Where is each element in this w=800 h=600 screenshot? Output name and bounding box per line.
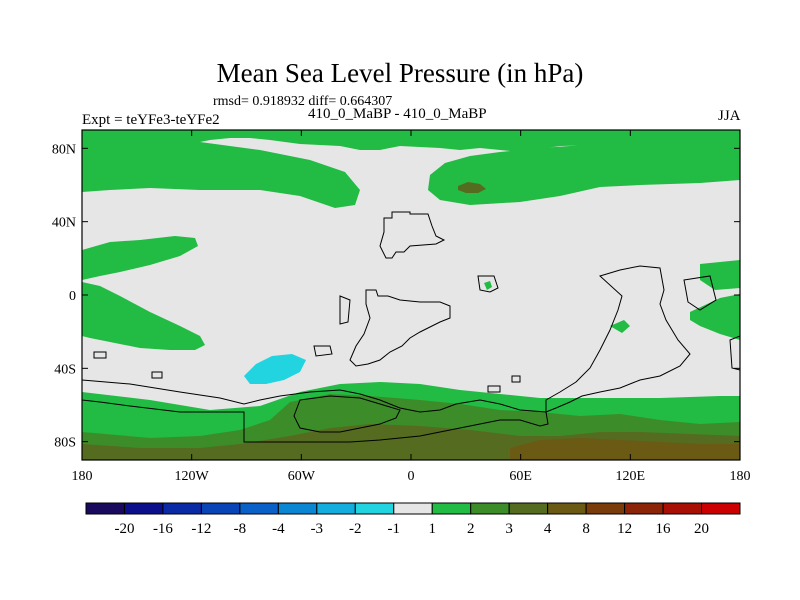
lon-tick-label: 180: [730, 469, 751, 484]
lat-tick-label: 80S: [54, 436, 76, 451]
colorbar-swatch: [200, 502, 241, 515]
colorbar-label: -3: [311, 521, 324, 537]
colorbar-label: 1: [428, 521, 436, 537]
north-band-east: [428, 142, 740, 205]
colorbar-swatch: [585, 502, 626, 515]
east-indian-patch: [610, 320, 630, 333]
lon-tick-label: 120W: [175, 469, 210, 484]
colorbar-label: 3: [505, 521, 513, 537]
colorbar-swatch: [354, 502, 395, 515]
colorbar-swatch: [162, 502, 202, 515]
tropical-west-band-south: [82, 282, 205, 350]
central-small-patch: [484, 281, 492, 290]
experiment-label: Expt = teYFe3-teYFe2: [82, 112, 220, 128]
colorbar-swatch: [316, 502, 356, 515]
colorbar-label: -8: [234, 521, 247, 537]
colorbar-label: -20: [114, 521, 134, 537]
lon-tick-label: 60W: [288, 469, 316, 484]
map-panel: [82, 130, 740, 460]
lat-tick-label: 40N: [52, 216, 76, 231]
stats-label: rmsd= 0.918932 diff= 0.664307: [213, 94, 393, 109]
colorbar-swatch: [662, 502, 703, 515]
colorbar-swatch: [431, 502, 472, 515]
colorbar: -20 -16 -12 -8 -4 -3 -2 -1 1 2 3 4 8 12 16 20: [85, 502, 741, 537]
colorbar-swatch: [701, 502, 741, 515]
colorbar-label: 20: [694, 521, 709, 537]
colorbar-label: -4: [272, 521, 285, 537]
north-dark-patch: [458, 182, 486, 193]
colorbar-swatch: [85, 502, 125, 515]
east-pacific-band: [700, 260, 740, 290]
lon-tick-label: 60E: [509, 469, 532, 484]
south-band-darkest: [510, 438, 740, 460]
colorbar-label: 16: [656, 521, 672, 537]
colorbar-swatch: [547, 502, 587, 515]
coastlines: [82, 211, 740, 443]
season-label: JJA: [718, 108, 741, 124]
colorbar-label: -12: [191, 521, 211, 537]
lon-tick-label: 0: [408, 469, 415, 484]
latitude-ticks: 80N 40N 0 40S 80S: [52, 142, 740, 451]
colorbar-label: -16: [153, 521, 173, 537]
lon-tick-label: 180: [72, 469, 93, 484]
colorbar-label: 2: [467, 521, 475, 537]
colorbar-swatch: [239, 502, 279, 515]
negative-cyan-patch: [244, 354, 306, 384]
lat-tick-label: 80N: [52, 142, 76, 157]
lon-tick-label: 120E: [616, 469, 646, 484]
colorbar-label: 4: [544, 521, 552, 537]
plot-title: Mean Sea Level Pressure (in hPa): [216, 58, 584, 88]
colorbar-swatch: [624, 502, 664, 515]
runs-label: 410_0_MaBP - 410_0_MaBP: [308, 106, 487, 122]
colorbar-swatch: [277, 502, 318, 515]
tropical-west-band-north: [82, 236, 198, 280]
colorbar-swatch: [393, 502, 433, 515]
colorbar-label: -1: [388, 521, 401, 537]
colorbar-label: 12: [617, 521, 632, 537]
colorbar-label: -2: [349, 521, 362, 537]
lat-tick-label: 40S: [54, 362, 76, 377]
colorbar-swatch: [508, 502, 549, 515]
north-band-west: [82, 130, 740, 152]
colorbar-swatch: [123, 502, 164, 515]
lat-tick-label: 0: [69, 289, 76, 304]
colorbar-label: 8: [582, 521, 590, 537]
longitude-ticks: 180 120W 60W 0 60E 120E 180: [72, 130, 751, 484]
north-band-west-tongue: [82, 142, 360, 208]
colorbar-swatch: [470, 502, 510, 515]
east-pacific-band-2: [690, 294, 740, 340]
